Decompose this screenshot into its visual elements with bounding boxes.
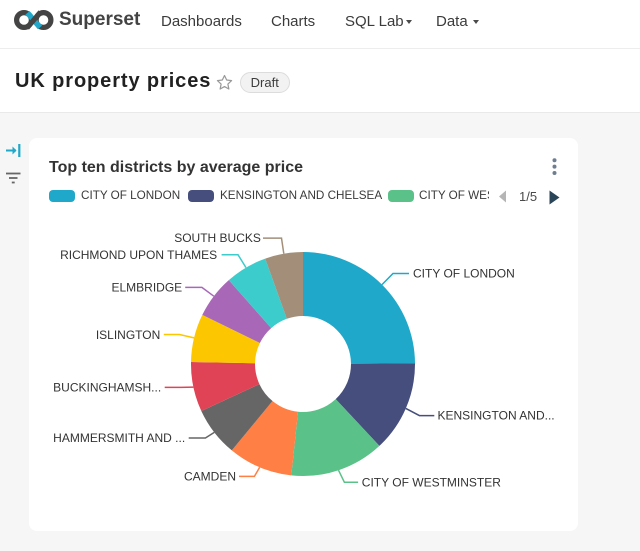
svg-text:CITY OF LONDON: CITY OF LONDON <box>413 267 515 281</box>
svg-text:RICHMOND UPON THAMES: RICHMOND UPON THAMES <box>60 248 217 262</box>
svg-text:BUCKINGHAMSH...: BUCKINGHAMSH... <box>53 380 161 394</box>
svg-text:KENSINGTON AND...: KENSINGTON AND... <box>438 409 555 423</box>
svg-text:HAMMERSMITH AND ...: HAMMERSMITH AND ... <box>53 431 185 445</box>
svg-text:CAMDEN: CAMDEN <box>184 470 236 484</box>
svg-text:ELMBRIDGE: ELMBRIDGE <box>112 280 183 294</box>
svg-text:CITY OF WESTMINSTER: CITY OF WESTMINSTER <box>362 476 501 490</box>
svg-text:ISLINGTON: ISLINGTON <box>96 328 160 342</box>
svg-text:SOUTH BUCKS: SOUTH BUCKS <box>174 231 261 245</box>
